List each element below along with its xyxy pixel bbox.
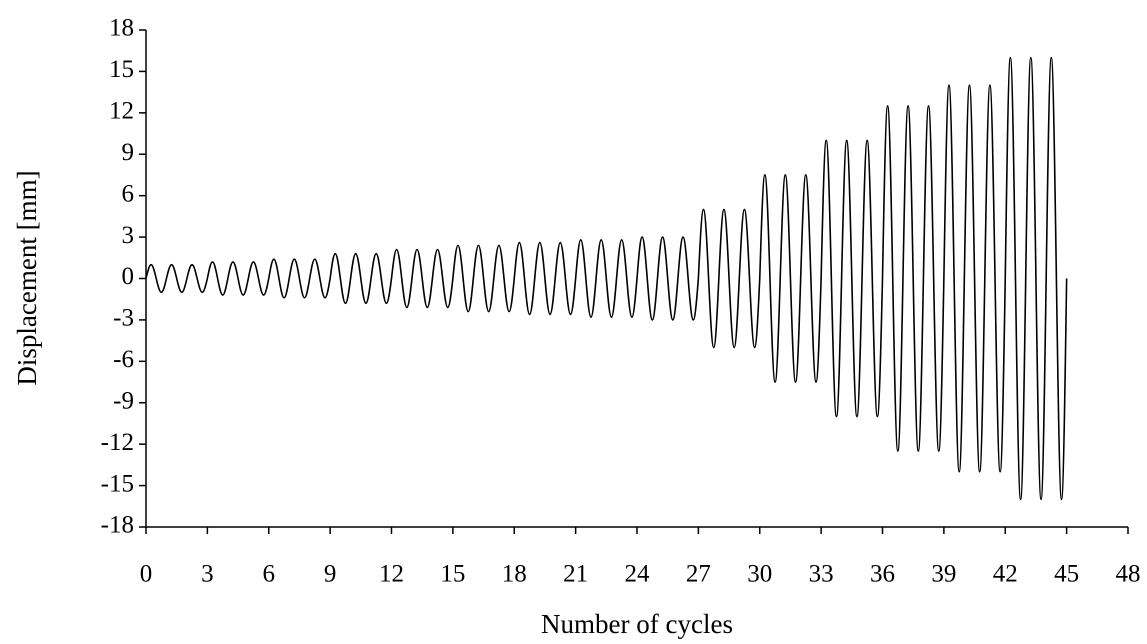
- y-tick-label: -6: [113, 346, 134, 373]
- x-tick-label: 9: [324, 561, 337, 588]
- y-tick-label: 6: [122, 180, 135, 207]
- x-tick-label: 42: [993, 561, 1018, 588]
- x-tick-label: 6: [263, 561, 276, 588]
- y-tick-label: 3: [122, 222, 135, 249]
- y-tick-label: -12: [101, 429, 134, 456]
- x-tick-label: 18: [502, 561, 527, 588]
- x-tick-label: 39: [931, 561, 956, 588]
- y-tick-label: 0: [122, 263, 135, 290]
- x-tick-label: 12: [379, 561, 404, 588]
- y-tick-label: 15: [109, 56, 134, 83]
- x-tick-label: 48: [1116, 561, 1141, 588]
- x-tick-label: 36: [870, 561, 895, 588]
- y-tick-label: 12: [109, 98, 134, 125]
- y-tick-label: -9: [113, 387, 134, 414]
- x-axis-title: Number of cycles: [541, 609, 733, 639]
- x-tick-label: 24: [625, 561, 651, 588]
- x-tick-label: 27: [686, 561, 711, 588]
- x-tick-label: 15: [440, 561, 465, 588]
- y-tick-label: -15: [101, 470, 134, 497]
- x-tick-label: 0: [140, 561, 153, 588]
- y-axis-title: Displacement [mm]: [12, 170, 42, 385]
- y-tick-label: -18: [101, 512, 134, 539]
- data-line: [145, 56, 1068, 501]
- x-tick-label: 3: [201, 561, 214, 588]
- y-tick-label: 18: [109, 15, 134, 42]
- x-tick-label: 33: [809, 561, 834, 588]
- x-tick-label: 45: [1054, 561, 1079, 588]
- y-tick-label: 9: [122, 139, 135, 166]
- x-tick-label: 30: [747, 561, 772, 588]
- y-tick-label: -3: [113, 305, 134, 332]
- x-tick-label: 21: [563, 561, 588, 588]
